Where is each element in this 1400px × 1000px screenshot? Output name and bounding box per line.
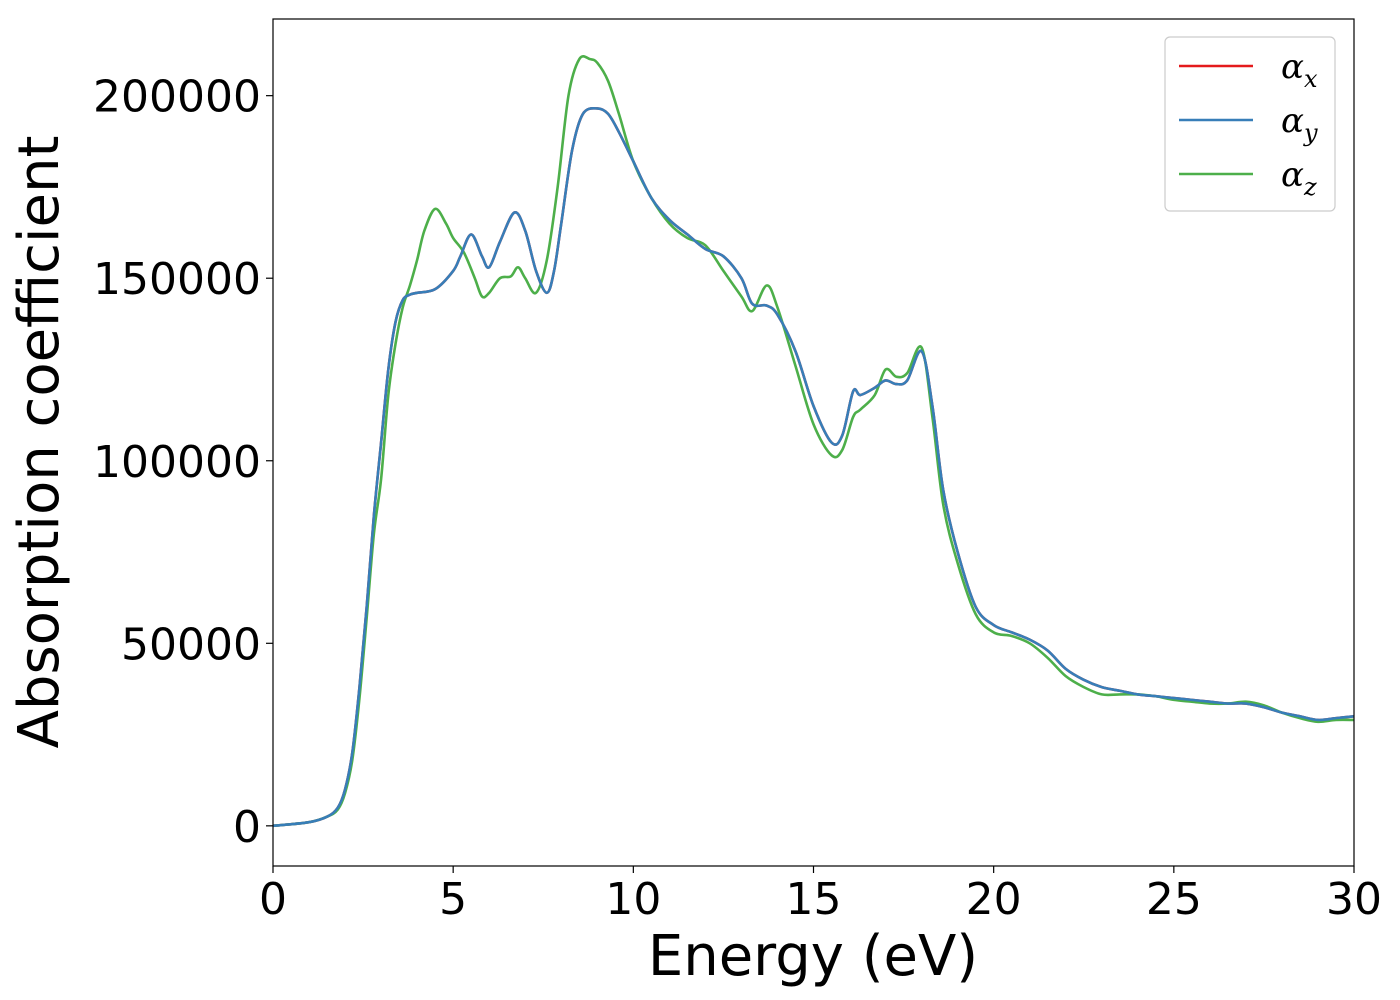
- x-axis-label: Energy (eV): [648, 924, 978, 989]
- x-tick-label: 5: [439, 874, 467, 925]
- x-tick-label: 15: [786, 874, 842, 925]
- legend: αx αy αz: [1164, 36, 1336, 212]
- legend-label-x: αx: [1281, 47, 1318, 93]
- y-tick-label: 50000: [121, 619, 261, 670]
- x-tick-label: 20: [966, 874, 1022, 925]
- series-line-y: [272, 107, 1355, 828]
- legend-label-z: αz: [1281, 155, 1317, 201]
- legend-label-y: αy: [1281, 101, 1318, 147]
- y-axis-label: Absorption coefficient: [7, 136, 72, 749]
- x-tick-label: 10: [605, 874, 661, 925]
- y-axis: 0 50000 100000 150000 200000: [93, 72, 273, 853]
- series-group: [272, 55, 1355, 828]
- y-tick-label: 200000: [93, 72, 261, 123]
- x-tick-label: 25: [1146, 874, 1202, 925]
- x-tick-label: 30: [1326, 874, 1382, 925]
- x-axis: 0 5 10 15 20 25 30: [259, 866, 1382, 925]
- y-tick-label: 150000: [93, 254, 261, 305]
- y-tick-label: 0: [233, 802, 261, 853]
- x-tick-label: 0: [259, 874, 287, 925]
- legend-frame: [1164, 36, 1336, 212]
- series-line-z: [272, 55, 1355, 828]
- y-tick-label: 100000: [93, 437, 261, 488]
